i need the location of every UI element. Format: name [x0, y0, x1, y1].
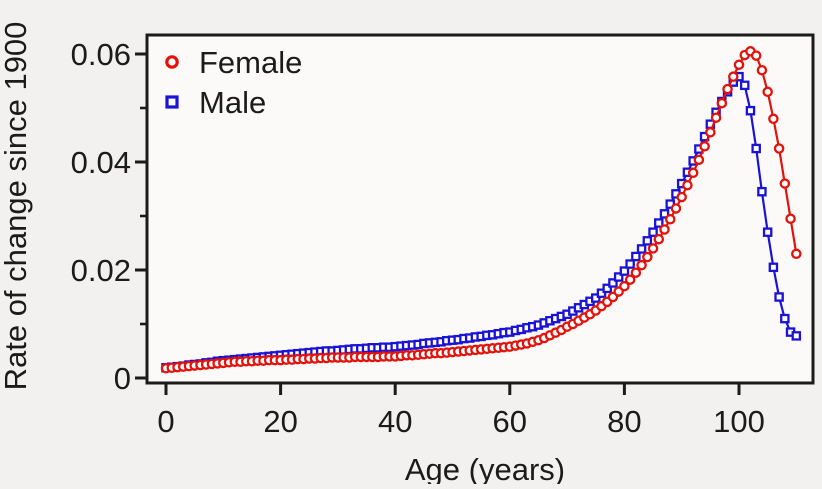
data-point-female [773, 143, 785, 154]
data-point-female [693, 154, 705, 166]
data-point-female [785, 213, 796, 224]
data-point-female [624, 274, 636, 285]
data-point-female [659, 224, 670, 235]
data-point-male [762, 227, 773, 237]
x-tick-label: 60 [493, 404, 527, 439]
data-point-male [745, 105, 756, 116]
data-point-female [728, 71, 739, 82]
data-point-male [751, 143, 761, 154]
y-tick-label: 0 [114, 361, 131, 396]
legend-circle-icon [165, 55, 179, 69]
data-point-female [779, 178, 791, 189]
data-point-female [762, 86, 773, 98]
data-point-female [716, 97, 728, 109]
data-point-female [630, 267, 642, 278]
y-tick-label: 0.02 [71, 253, 131, 288]
data-point-female [653, 233, 665, 245]
data-point-male [739, 80, 750, 91]
legend-square-icon [165, 95, 179, 109]
data-point-female [687, 167, 699, 179]
data-point-female [676, 191, 687, 203]
data-point-female [768, 113, 779, 125]
data-point-male [625, 259, 635, 269]
data-point-male [791, 331, 802, 341]
x-tick-label: 0 [157, 404, 174, 439]
data-point-male [591, 293, 601, 303]
x-tick-label: 40 [378, 404, 412, 439]
data-point-female [664, 213, 676, 225]
legend: Female Male [165, 45, 302, 120]
data-point-female [756, 64, 768, 76]
x-tick-label: 100 [713, 404, 765, 439]
plot-frame [145, 33, 815, 385]
data-point-male [619, 266, 630, 276]
data-point-female [710, 112, 722, 123]
data-point-female [733, 59, 745, 71]
data-point-male [613, 272, 624, 282]
x-tick-label: 80 [607, 404, 641, 439]
y-axis-title: Rate of change since 1900 [0, 22, 33, 391]
data-point-female [791, 248, 802, 260]
data-point-female [642, 251, 653, 263]
x-axis: 0 20 40 60 80 100 [157, 383, 765, 439]
data-point-male [596, 288, 607, 298]
y-tick-label: 0.06 [71, 37, 131, 72]
series-female [160, 46, 802, 374]
data-point-male [602, 283, 612, 294]
data-point-female [619, 280, 630, 292]
data-point-male [642, 236, 653, 246]
data-point-female [670, 203, 682, 214]
data-point-male [774, 292, 784, 302]
legend-label-female: Female [199, 45, 302, 80]
data-point-male [636, 244, 647, 254]
data-point-female [750, 50, 762, 61]
x-tick-label: 20 [263, 404, 297, 439]
data-point-female [705, 127, 716, 138]
legend-label-male: Male [199, 85, 266, 120]
y-axis: 0 0.02 0.04 0.06 [71, 37, 147, 396]
data-point-female [699, 141, 710, 152]
data-point-male [654, 218, 664, 228]
data-point-male [780, 313, 790, 324]
data-point-male [648, 227, 658, 237]
data-point-male [608, 278, 618, 288]
data-point-female [636, 259, 647, 271]
data-point-female [722, 83, 733, 95]
y-tick-label: 0.04 [71, 145, 131, 180]
x-axis-title: Age (years) [405, 452, 565, 484]
data-point-male [631, 251, 641, 262]
data-point-male [659, 209, 670, 219]
data-point-male [768, 262, 779, 273]
data-point-male [757, 186, 767, 197]
data-point-female [647, 243, 659, 254]
data-point-female [682, 179, 693, 191]
